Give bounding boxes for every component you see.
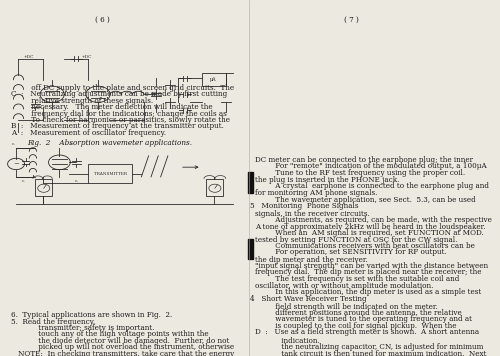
Text: A  :   Measurement of oscillator frequency.: A : Measurement of oscillator frequency. (11, 129, 166, 137)
Text: oscillator, with or without amplitude modulation.: oscillator, with or without amplitude mo… (255, 282, 434, 290)
FancyBboxPatch shape (248, 172, 252, 193)
Text: D  :   Use as a field strength meter is shown.  A short antenna: D : Use as a field strength meter is sho… (255, 328, 479, 336)
Text: "input signal strength" can be varied with the distance between: "input signal strength" can be varied wi… (255, 262, 488, 270)
Bar (36, 178, 52, 197)
Text: In this application, the dip meter is used as a simple test: In this application, the dip meter is us… (255, 288, 481, 296)
Text: For "remote" indication of the modulated output, a 100μA: For "remote" indication of the modulated… (255, 162, 487, 170)
Text: ( 7 ): ( 7 ) (344, 16, 359, 24)
FancyBboxPatch shape (248, 239, 252, 259)
Text: When an  AM signal is required, set FUNCTION at MOD.: When an AM signal is required, set FUNCT… (255, 229, 484, 237)
Text: c₁: c₁ (22, 179, 25, 183)
Text: A tone of approximately 2kHz will be heard in the loudspeaker.: A tone of approximately 2kHz will be hea… (255, 223, 486, 231)
Text: relative strength of these signals.: relative strength of these signals. (11, 97, 153, 105)
Text: the dip meter and the receiver.: the dip meter and the receiver. (255, 256, 368, 263)
Text: picked up will not overload the instrument, otherwise: picked up will not overload the instrume… (18, 343, 234, 351)
Text: C  :   Neutralizing adjustments can be made by first cutting: C : Neutralizing adjustments can be made… (11, 90, 227, 98)
Text: the diode detector will be damaged.  Further, do not: the diode detector will be damaged. Furt… (18, 337, 229, 345)
Text: indication.: indication. (261, 337, 320, 345)
Text: the neutralizing capacitor, CN, is adjusted for minimum: the neutralizing capacitor, CN, is adjus… (261, 343, 484, 351)
Text: 4   Short Wave Receiver Testing: 4 Short Wave Receiver Testing (250, 295, 366, 303)
Text: A crystal  earphone is connected to the earphone plug and: A crystal earphone is connected to the e… (255, 182, 489, 190)
Text: is coupled to the coil for signal pickup.  When the: is coupled to the coil for signal pickup… (255, 322, 456, 330)
Text: for monitoring AM phone signals.: for monitoring AM phone signals. (255, 189, 378, 197)
Text: Fig.  2    Absorption wavemeter applications.: Fig. 2 Absorption wavemeter applications… (28, 139, 192, 147)
Text: +DC: +DC (81, 56, 92, 59)
Text: touch any of the high voltage points within the: touch any of the high voltage points wit… (18, 330, 208, 338)
Text: c₂: c₂ (31, 141, 35, 146)
Text: DC meter can be connected to the earphone plug; the inner: DC meter can be connected to the earphon… (255, 156, 473, 164)
Text: tested by setting FUNCTION at OSC for the CW signal.: tested by setting FUNCTION at OSC for th… (255, 236, 458, 244)
Text: signals, in the receiver circuits.: signals, in the receiver circuits. (255, 210, 370, 218)
Text: To check for harmonics or parasitics, slowly rotate the: To check for harmonics or parasitics, sl… (11, 116, 230, 124)
Text: wavemeter is tuned to the operating frequency and at: wavemeter is tuned to the operating freq… (255, 315, 472, 323)
Text: ~: ~ (13, 161, 19, 167)
Text: The wavemeter application, see Sect.  5.3, can be used: The wavemeter application, see Sect. 5.3… (255, 196, 476, 204)
Text: Adjustments, as required, can be made, with the respective: Adjustments, as required, can be made, w… (255, 216, 492, 224)
Text: μA: μA (210, 77, 217, 82)
Text: tank circuit is then tuned for maximum indication.  Next: tank circuit is then tuned for maximum i… (261, 350, 486, 356)
Text: NOTE:  In checking transmitters, take care that the energy: NOTE: In checking transmitters, take car… (18, 350, 234, 356)
Text: 5.  Read the frequency.: 5. Read the frequency. (11, 318, 95, 325)
Text: necessary.   The meter deflection will indicate the: necessary. The meter deflection will ind… (11, 103, 212, 111)
Text: B  :   Measurement of frequency at the transmitter output.: B : Measurement of frequency at the tran… (11, 122, 224, 130)
Text: the plug is inserted in the PHONE jack.: the plug is inserted in the PHONE jack. (255, 176, 400, 184)
Text: c₁: c₁ (12, 141, 16, 146)
Text: The test frequency is set with the suitable coil and: The test frequency is set with the suita… (255, 275, 460, 283)
Text: 6.  Typical applications are shown in Fig.  2.: 6. Typical applications are shown in Fig… (11, 311, 172, 319)
Text: c₃: c₃ (70, 141, 73, 146)
Text: 5   Monitoring  Phone Signals: 5 Monitoring Phone Signals (250, 202, 358, 210)
Text: field strength will be indicated on the meter.: field strength will be indicated on the … (255, 303, 438, 310)
Text: different positions around the antenna, the relative: different positions around the antenna, … (255, 309, 462, 317)
Text: For operation, set SENSITIVITY for RF output.: For operation, set SENSITIVITY for RF ou… (255, 248, 447, 256)
Bar (88, 164, 132, 183)
Text: TRANSMITTER: TRANSMITTER (94, 172, 126, 176)
Text: Tune to the RF test frequency using the proper coil.: Tune to the RF test frequency using the … (255, 169, 465, 177)
Text: off DC supply to the plate and screen grid circuits.  The: off DC supply to the plate and screen gr… (11, 84, 234, 92)
Text: c₂: c₂ (74, 179, 78, 183)
Bar (202, 73, 226, 86)
Text: ( 6 ): ( 6 ) (95, 16, 110, 24)
Text: frequency dial for the indications; change the coils as: frequency dial for the indications; chan… (11, 110, 227, 117)
Text: +DC: +DC (24, 56, 34, 59)
Text: frequency dial.  The dip meter is placed near the receiver; the: frequency dial. The dip meter is placed … (255, 268, 482, 276)
Text: transmitter; safety is important.: transmitter; safety is important. (18, 324, 154, 332)
Bar (206, 178, 224, 197)
Text: Communications receivers with beat oscillators can be: Communications receivers with beat oscil… (255, 242, 475, 250)
